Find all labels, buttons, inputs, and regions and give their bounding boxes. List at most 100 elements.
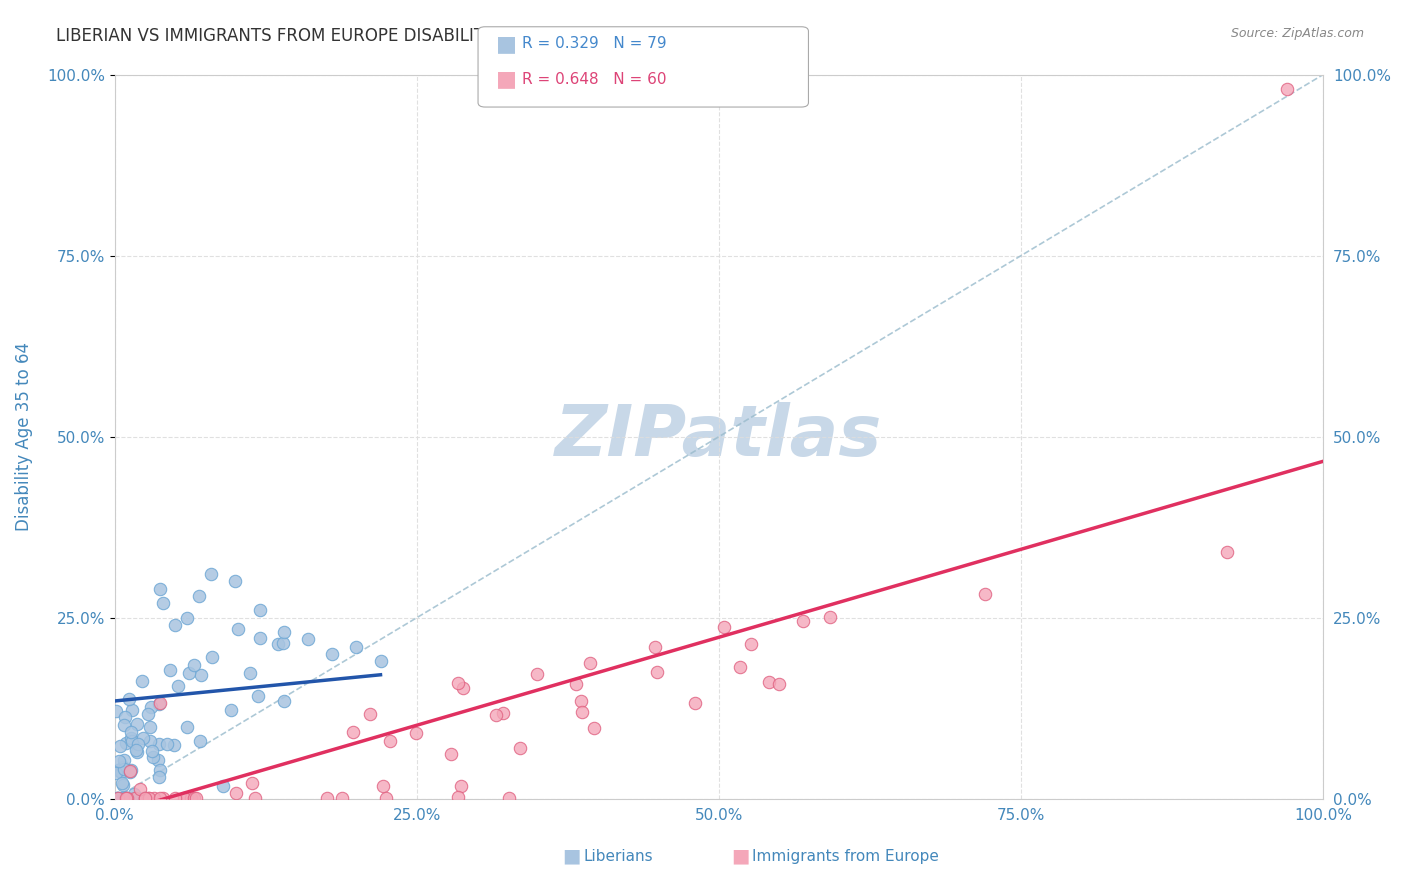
Point: [245, 791, 267, 805]
Point: [321, 647, 343, 661]
Point: [122, 788, 145, 802]
Text: LIBERIAN VS IMMIGRANTS FROM EUROPE DISABILITY AGE 35 TO 64 CORRELATION CHART: LIBERIAN VS IMMIGRANTS FROM EUROPE DISAB…: [56, 27, 800, 45]
Point: [134, 791, 156, 805]
Point: [121, 791, 143, 805]
Point: [173, 791, 195, 805]
Point: [112, 718, 135, 732]
Point: [273, 625, 295, 640]
Point: [249, 603, 271, 617]
Point: [127, 737, 149, 751]
Point: [146, 753, 169, 767]
Point: [167, 679, 190, 693]
Point: [156, 737, 179, 751]
Point: [370, 654, 392, 668]
Point: [139, 699, 162, 714]
Point: [125, 743, 148, 757]
Text: Immigrants from Europe: Immigrants from Europe: [752, 849, 939, 863]
Point: [239, 665, 262, 680]
Point: [740, 637, 762, 651]
Point: [163, 738, 186, 752]
Point: [152, 596, 174, 610]
Point: [120, 725, 142, 739]
Point: [498, 791, 520, 805]
Point: [105, 791, 128, 805]
Point: [139, 720, 162, 734]
Point: [565, 676, 588, 690]
Point: [114, 710, 136, 724]
Point: [713, 620, 735, 634]
Point: [371, 779, 394, 793]
Point: [120, 731, 142, 745]
Point: [108, 754, 131, 768]
Y-axis label: Disability Age 35 to 64: Disability Age 35 to 64: [15, 343, 32, 531]
Point: [183, 791, 205, 805]
Point: [440, 747, 463, 761]
Point: [247, 689, 270, 703]
Text: ■: ■: [562, 847, 581, 866]
Point: [148, 737, 170, 751]
Point: [114, 791, 136, 805]
Point: [163, 618, 186, 632]
Point: [176, 610, 198, 624]
Point: [112, 791, 135, 805]
Point: [224, 574, 246, 589]
Point: [176, 720, 198, 734]
Point: [526, 667, 548, 681]
Point: [104, 704, 127, 718]
Point: [342, 724, 364, 739]
Point: [136, 706, 159, 721]
Text: Source: ZipAtlas.com: Source: ZipAtlas.com: [1230, 27, 1364, 40]
Point: [120, 764, 142, 779]
Point: [114, 762, 136, 776]
Point: [138, 734, 160, 748]
Point: [148, 697, 170, 711]
Point: [375, 791, 398, 805]
Point: [450, 779, 472, 793]
Point: [125, 745, 148, 759]
Point: [148, 771, 170, 785]
Point: [111, 791, 134, 805]
Point: [120, 763, 142, 777]
Point: [105, 765, 128, 780]
Point: [453, 681, 475, 696]
Point: [219, 703, 242, 717]
Point: [149, 696, 172, 710]
Point: [378, 733, 401, 747]
Point: [177, 666, 200, 681]
Point: [129, 781, 152, 796]
Point: [683, 696, 706, 710]
Point: [1215, 545, 1237, 559]
Point: [359, 706, 381, 721]
Point: [188, 589, 211, 603]
Point: [142, 750, 165, 764]
Point: [115, 736, 138, 750]
Point: [115, 791, 138, 805]
Point: [447, 789, 470, 804]
Point: [240, 776, 263, 790]
Point: [212, 779, 235, 793]
Text: R = 0.329   N = 79: R = 0.329 N = 79: [522, 37, 666, 51]
Point: [571, 705, 593, 719]
Text: ■: ■: [496, 70, 517, 89]
Point: [152, 791, 174, 805]
Point: [149, 582, 172, 596]
Text: Liberians: Liberians: [583, 849, 654, 863]
Point: [121, 734, 143, 748]
Point: [118, 765, 141, 780]
Point: [315, 791, 337, 805]
Point: [190, 668, 212, 682]
Point: [973, 587, 995, 601]
Point: [644, 640, 666, 654]
Point: [111, 760, 134, 774]
Point: [127, 716, 149, 731]
Point: [131, 674, 153, 689]
Point: [226, 622, 249, 636]
Point: [121, 703, 143, 717]
Point: [569, 693, 592, 707]
Point: [768, 676, 790, 690]
Point: [141, 744, 163, 758]
Point: [110, 765, 132, 780]
Point: [111, 776, 134, 790]
Point: [792, 614, 814, 628]
Point: [105, 791, 128, 805]
